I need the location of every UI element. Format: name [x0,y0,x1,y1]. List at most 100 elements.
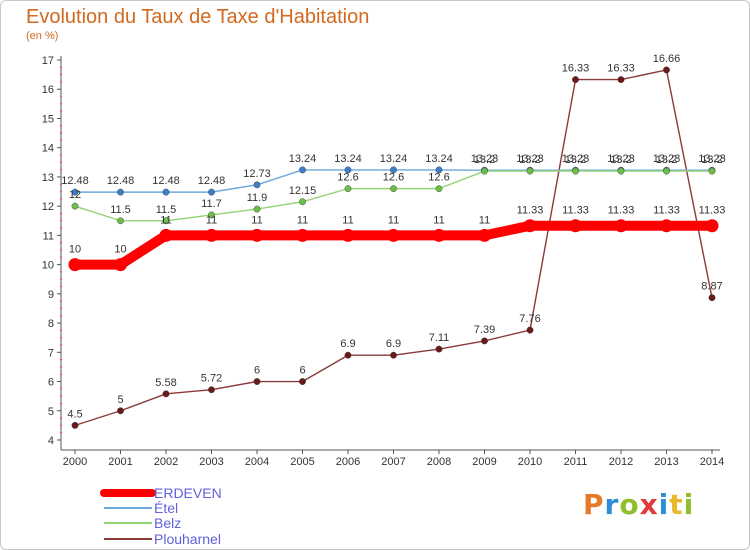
data-label: 11 [342,214,353,226]
data-label: 11.33 [653,205,680,217]
data-label: 11.33 [517,205,544,217]
data-point [208,188,215,196]
logo-letter: t [669,488,684,521]
y-minor-tick [60,366,62,368]
data-label: 6.9 [340,338,355,350]
x-tick-label: 2009 [472,456,496,468]
data-label: 13.2 [656,154,677,166]
y-tick-label: 10 [42,260,54,272]
y-minor-tick [60,197,62,200]
data-label: 4.5 [67,408,82,420]
data-label: 13.24 [289,153,317,165]
x-tick-label: 2007 [381,456,405,468]
data-point [526,167,534,175]
x-tick-label: 2002 [154,456,178,468]
y-minor-tick [60,73,62,76]
data-point [253,181,261,189]
logo-letter: P [583,488,605,521]
x-tick-label: 2012 [609,456,633,468]
data-point [435,166,443,174]
logo-letter: o [619,488,640,521]
y-tick-label: 7 [48,347,54,359]
data-label: 13.2 [519,154,540,166]
legend-label: ERDEVEN [154,485,222,501]
y-minor-tick [60,95,62,98]
data-point [114,258,127,272]
y-minor-tick [60,329,62,332]
data-label: 11 [251,214,262,226]
y-tick-label: 6 [48,377,54,389]
data-label: 5 [117,394,123,406]
y-tick-label: 5 [48,406,54,418]
data-label: 11.5 [156,204,177,216]
y-minor-tick [60,285,62,288]
data-label: 12 [69,189,81,201]
data-label: 13.2 [474,154,495,166]
y-minor-tick [60,358,62,361]
data-point [162,390,170,398]
data-point [708,167,716,175]
data-point [68,258,82,272]
x-tick-label: 2003 [199,456,223,468]
data-label: 13.23 [562,153,590,165]
data-point [481,337,488,345]
data-label: 11 [479,214,490,226]
data-label: 16.33 [562,63,590,75]
logo-letter: i [683,488,695,521]
data-label: 13.23 [607,153,635,165]
data-point [117,407,124,415]
data-label: 12.48 [107,175,135,187]
y-minor-tick [60,431,62,434]
data-label: 6.9 [386,338,401,350]
data-point [71,202,79,210]
data-point [299,378,306,385]
data-point [390,166,397,174]
data-point [162,188,170,196]
data-point [435,345,443,353]
data-point [250,228,264,242]
y-minor-tick [60,81,62,83]
legend-label: Belz [154,515,181,531]
data-point [344,166,352,174]
y-minor-tick [60,183,62,186]
data-label: 12.15 [289,185,317,197]
data-point [390,351,397,359]
y-minor-tick [60,212,62,215]
data-label: 12.48 [152,175,180,187]
data-label: 12.6 [383,172,404,184]
data-point [663,66,670,74]
y-minor-tick [60,139,62,142]
y-minor-tick [60,168,62,171]
y-tick-label: 4 [48,435,54,447]
data-label: 16.33 [607,63,635,75]
y-minor-tick [60,271,62,273]
data-label: 11.33 [562,205,589,217]
data-label: 11 [297,214,308,226]
data-point [208,211,215,219]
data-point [205,228,218,242]
y-minor-tick [60,161,62,164]
data-label: 13.2 [565,154,586,166]
y-minor-tick [60,344,62,346]
y-minor-tick [60,102,62,105]
data-point [617,167,625,175]
y-minor-tick [60,424,62,427]
data-point [208,386,215,394]
data-label: 13.23 [698,153,726,165]
data-label: 12.48 [198,175,226,187]
data-label: 8.87 [701,281,722,293]
data-point [299,166,306,174]
data-label: 12.48 [61,175,89,187]
x-tick-label: 2008 [427,456,451,468]
data-point [296,228,309,242]
data-point [614,219,628,233]
data-label: 11 [388,214,399,226]
data-label: 11.5 [110,204,131,216]
y-minor-tick [60,249,62,251]
legend-label: Étel [154,500,178,516]
data-point [523,219,537,233]
data-point [708,294,716,302]
data-label: 11 [433,214,444,226]
data-point [435,185,443,193]
logo-letter: x [639,488,659,521]
